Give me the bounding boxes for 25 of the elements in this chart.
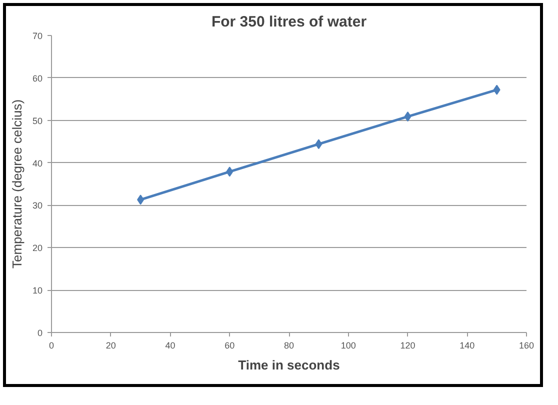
y-axis-title: Temperature (degree celcius) xyxy=(9,99,24,269)
point xyxy=(493,84,500,95)
chart-title: For 350 litres of water xyxy=(211,14,367,30)
x-tick-label: 100 xyxy=(340,340,356,350)
point xyxy=(226,166,234,177)
y-tick-label: 10 xyxy=(32,286,43,296)
point xyxy=(137,194,144,205)
point xyxy=(315,139,322,150)
x-axis-title: Time in seconds xyxy=(238,358,340,372)
x-tick-label: 160 xyxy=(518,340,534,350)
y-tick-label: 0 xyxy=(37,328,43,338)
x-tick-label: 60 xyxy=(224,340,235,350)
x-tick-label: 80 xyxy=(284,340,294,350)
point xyxy=(404,112,412,122)
y-tick-label: 20 xyxy=(32,243,43,254)
y-tick-label: 60 xyxy=(32,73,43,84)
x-tick-label: 20 xyxy=(106,340,116,350)
y-tick-label: 40 xyxy=(32,158,43,168)
x-tick-label: 0 xyxy=(48,340,54,350)
y-tick-label: 50 xyxy=(32,116,43,126)
x-tick-label: 120 xyxy=(400,340,416,350)
y-tick-label: 70 xyxy=(32,31,43,41)
y-tick-label: 30 xyxy=(32,200,43,211)
x-tick-label: 140 xyxy=(460,340,475,350)
x-tick-label: 40 xyxy=(165,340,176,350)
